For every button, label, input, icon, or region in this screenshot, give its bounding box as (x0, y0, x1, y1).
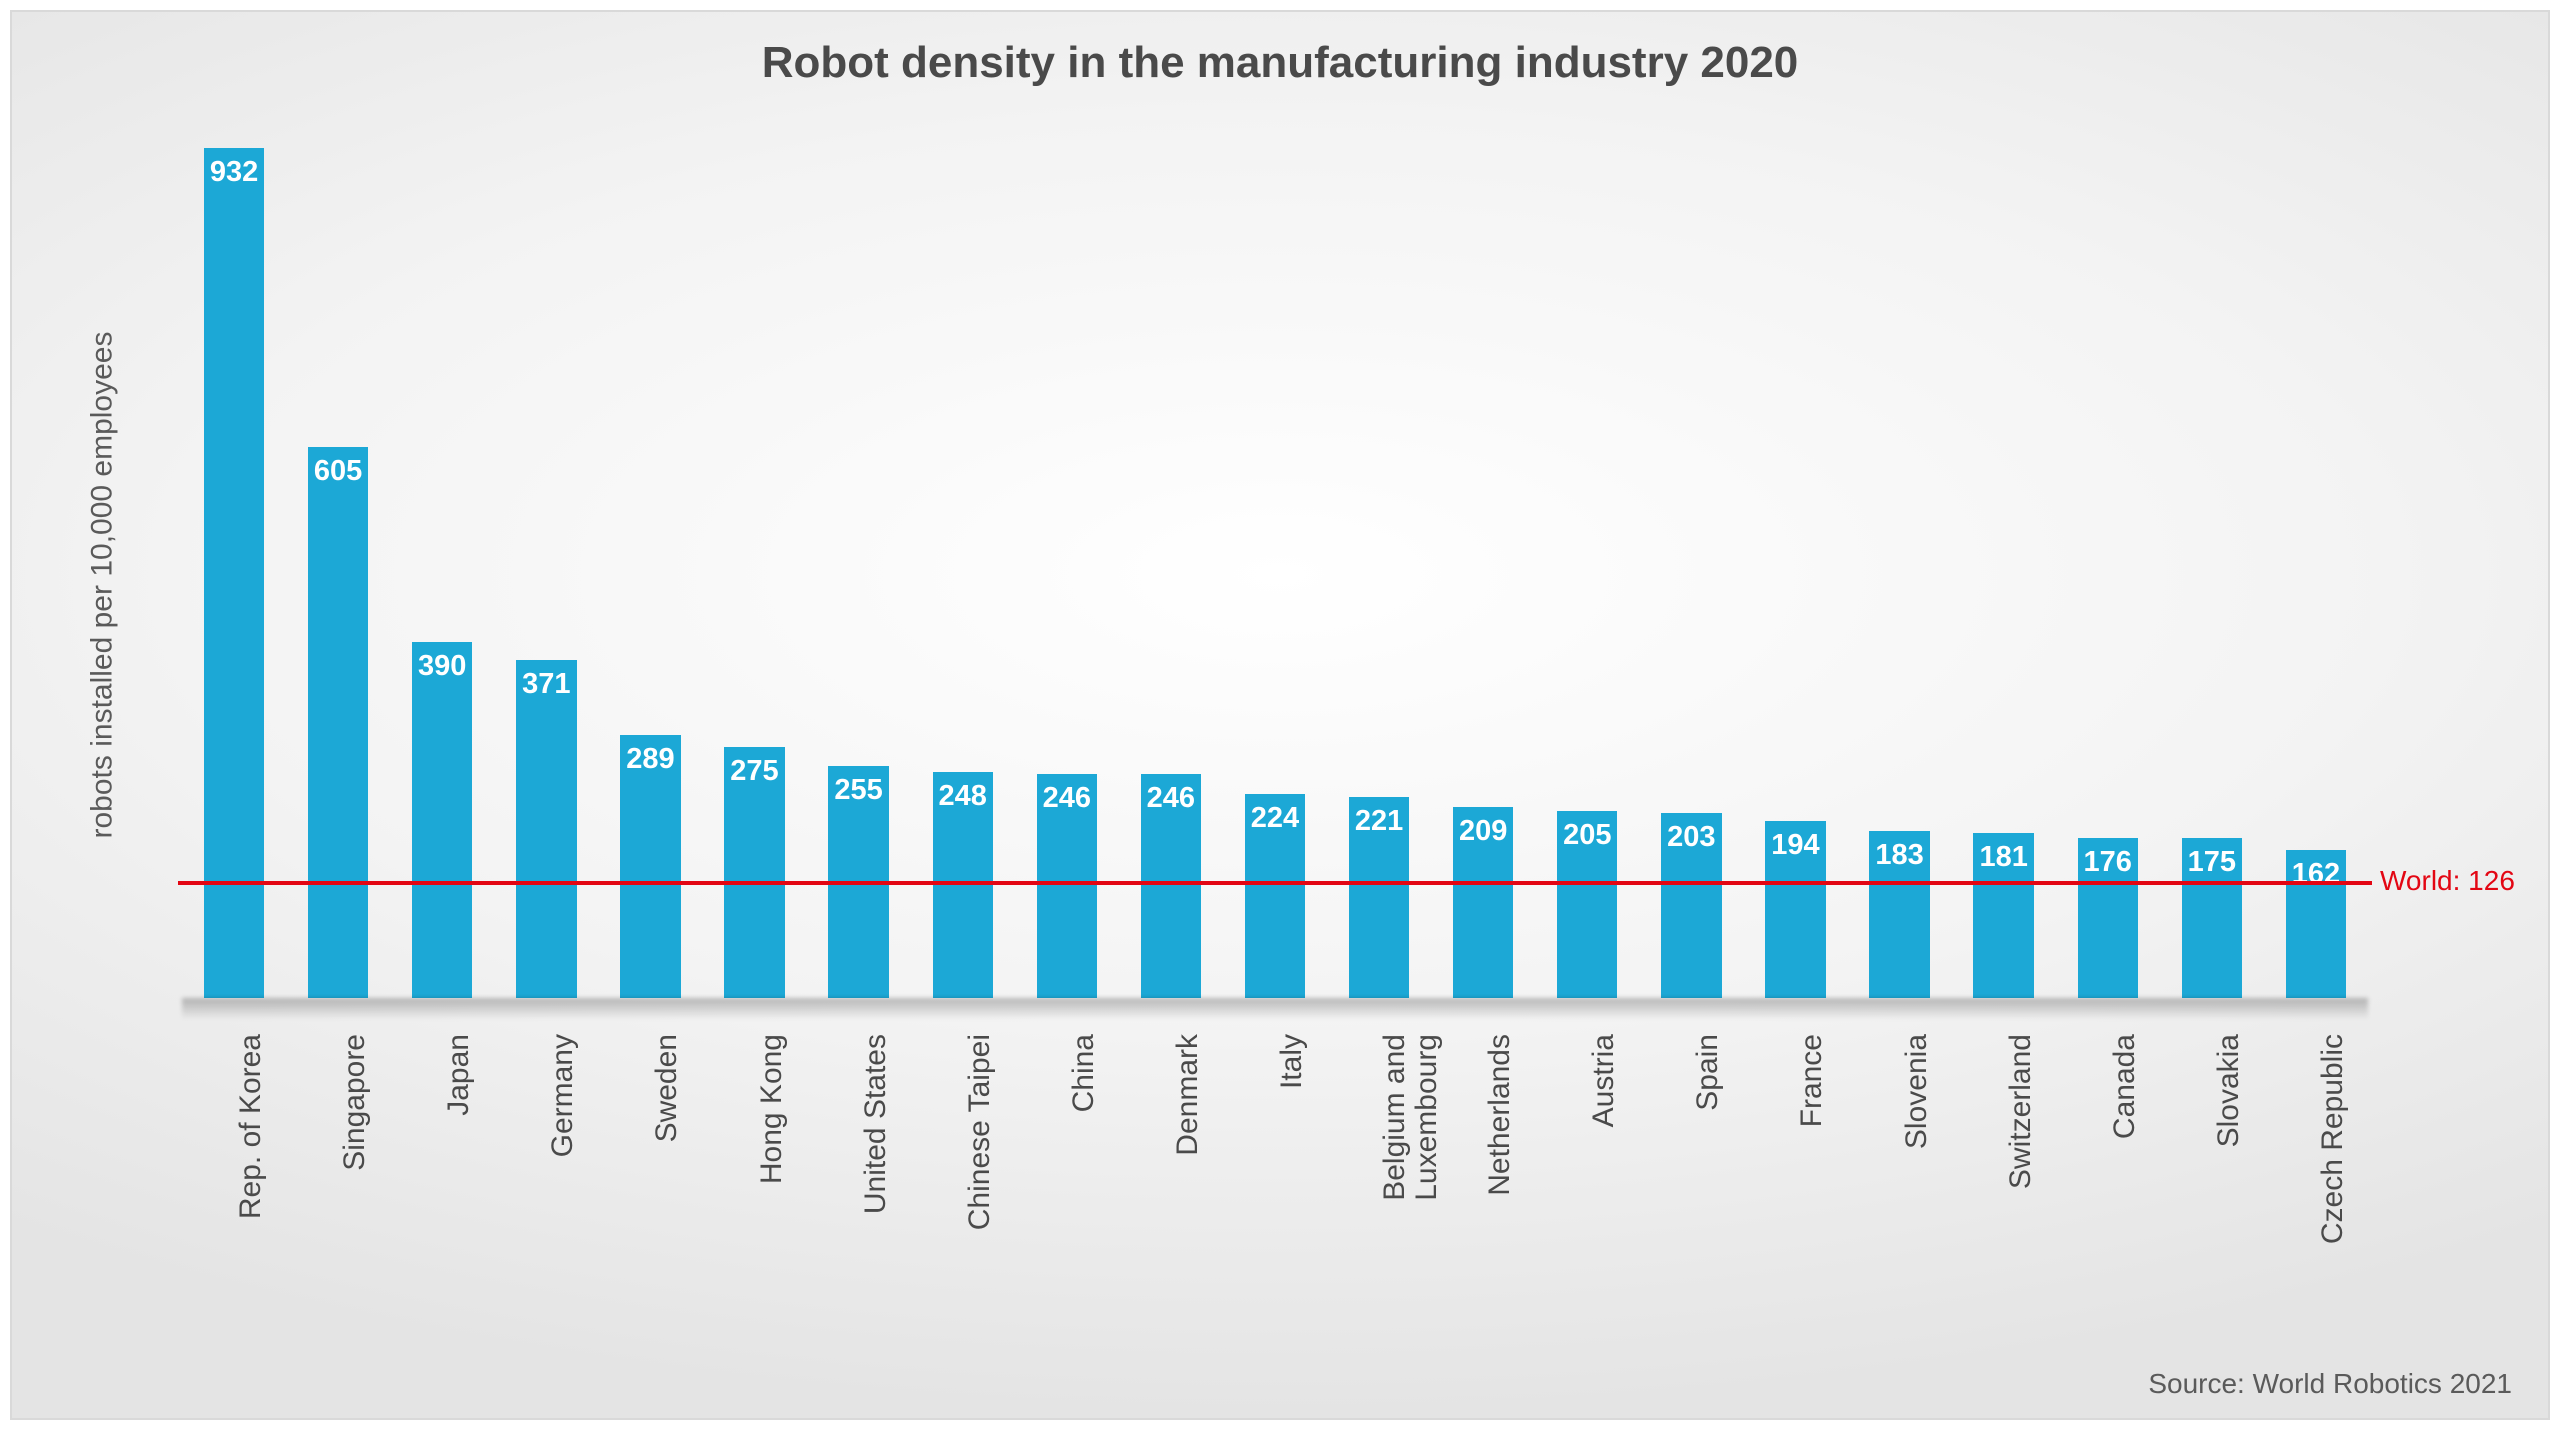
reference-line-label: World: 126 (2380, 865, 2515, 897)
bar: 162 (2286, 850, 2346, 998)
bar-value-label: 224 (1251, 802, 1299, 835)
bar: 289 (620, 735, 680, 998)
bar-slot: 246Denmark (1119, 132, 1223, 998)
bar: 275 (724, 747, 784, 998)
category-label: China (1067, 1034, 1101, 1112)
bar-slot: 175Slovakia (2160, 132, 2264, 998)
bar-value-label: 390 (418, 650, 466, 683)
category-label: Belgium andLuxembourg (1379, 1034, 1442, 1201)
bar: 390 (412, 642, 472, 998)
bars-container: 932Rep. of Korea605Singapore390Japan371G… (182, 132, 2368, 998)
bar-value-label: 205 (1563, 819, 1611, 852)
bar-value-label: 162 (2292, 858, 2340, 891)
bar-value-label: 289 (626, 743, 674, 776)
category-label: Rep. of Korea (234, 1034, 268, 1219)
bar-slot: 203Spain (1639, 132, 1743, 998)
bar-value-label: 209 (1459, 815, 1507, 848)
bar: 255 (828, 766, 888, 998)
category-label: Canada (2108, 1034, 2142, 1139)
bar: 371 (516, 660, 576, 998)
bar-slot: 205Austria (1535, 132, 1639, 998)
bar-slot: 162Czech Republic (2264, 132, 2368, 998)
bar: 246 (1037, 774, 1097, 998)
category-label: United States (859, 1034, 893, 1214)
bar-value-label: 371 (522, 668, 570, 701)
chart-frame: Robot density in the manufacturing indus… (10, 10, 2550, 1420)
bar-slot: 932Rep. of Korea (182, 132, 286, 998)
bar: 224 (1245, 794, 1305, 998)
bar-value-label: 255 (834, 774, 882, 807)
bar: 932 (204, 148, 264, 998)
bar: 194 (1765, 821, 1825, 998)
bar-value-label: 176 (2084, 846, 2132, 879)
bar-slot: 176Canada (2056, 132, 2160, 998)
bar: 221 (1349, 797, 1409, 998)
bar-slot: 224Italy (1223, 132, 1327, 998)
bar-value-label: 203 (1667, 821, 1715, 854)
category-label: Italy (1275, 1034, 1309, 1089)
category-label: Slovakia (2212, 1034, 2246, 1147)
category-label: Japan (442, 1034, 476, 1116)
bar-value-label: 246 (1147, 782, 1195, 815)
bar: 175 (2182, 838, 2242, 998)
bar-slot: 255United States (807, 132, 911, 998)
bar-value-label: 605 (314, 455, 362, 488)
category-label: Sweden (650, 1034, 684, 1142)
bar: 181 (1973, 833, 2033, 998)
bar-slot: 605Singapore (286, 132, 390, 998)
y-axis-label: robots installed per 10,000 employees (85, 332, 119, 839)
category-label: Austria (1587, 1034, 1621, 1127)
bar-slot: 209Netherlands (1431, 132, 1535, 998)
bar-value-label: 181 (1979, 841, 2027, 874)
bar-value-label: 175 (2188, 846, 2236, 879)
source-text: Source: World Robotics 2021 (2148, 1368, 2512, 1400)
bar-slot: 194France (1743, 132, 1847, 998)
category-label: Czech Republic (2316, 1034, 2350, 1244)
bar: 246 (1141, 774, 1201, 998)
chart-title: Robot density in the manufacturing indus… (12, 38, 2548, 88)
bar-value-label: 221 (1355, 805, 1403, 838)
bar: 183 (1869, 831, 1929, 998)
bar: 248 (933, 772, 993, 998)
category-label: Germany (546, 1034, 580, 1157)
category-label: Slovenia (1900, 1034, 1934, 1149)
category-label: Denmark (1171, 1034, 1205, 1156)
category-label: Singapore (338, 1034, 372, 1171)
category-label: Switzerland (2004, 1034, 2038, 1189)
bar: 205 (1557, 811, 1617, 998)
bar: 203 (1661, 813, 1721, 998)
bar-value-label: 183 (1875, 839, 1923, 872)
category-label: France (1795, 1034, 1829, 1127)
baseline-shadow (182, 998, 2368, 1022)
category-label: Spain (1691, 1034, 1725, 1111)
bar-value-label: 194 (1771, 829, 1819, 862)
bar-value-label: 246 (1043, 782, 1091, 815)
category-label: Netherlands (1483, 1034, 1517, 1196)
bar-slot: 183Slovenia (1848, 132, 1952, 998)
y-axis-label-wrap: robots installed per 10,000 employees (82, 172, 122, 998)
bar-value-label: 248 (938, 780, 986, 813)
category-label: Chinese Taipei (963, 1034, 997, 1230)
bar-slot: 248Chinese Taipei (911, 132, 1015, 998)
bar-slot: 371Germany (494, 132, 598, 998)
category-label: Hong Kong (755, 1034, 789, 1184)
bar-slot: 390Japan (390, 132, 494, 998)
bar-slot: 289Sweden (598, 132, 702, 998)
bar-slot: 181Switzerland (1952, 132, 2056, 998)
bar-slot: 221Belgium andLuxembourg (1327, 132, 1431, 998)
bar-slot: 246China (1015, 132, 1119, 998)
bar-value-label: 275 (730, 755, 778, 788)
bar: 209 (1453, 807, 1513, 998)
bar: 605 (308, 447, 368, 999)
plot-area: 932Rep. of Korea605Singapore390Japan371G… (182, 132, 2368, 998)
bar-value-label: 932 (210, 156, 258, 189)
bar-slot: 275Hong Kong (702, 132, 806, 998)
bar: 176 (2078, 838, 2138, 998)
